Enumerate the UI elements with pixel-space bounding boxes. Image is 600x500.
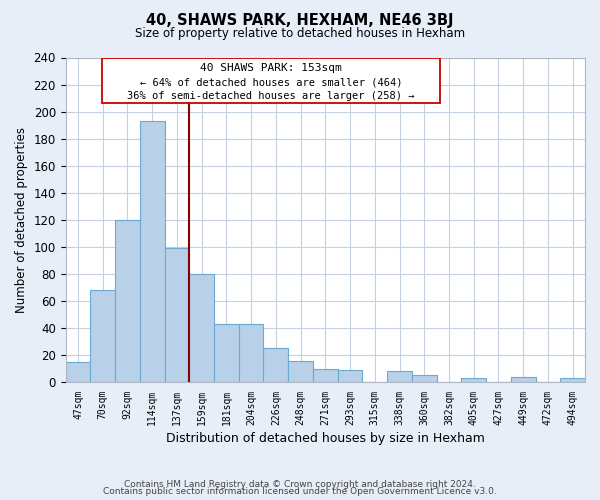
Bar (190, 274, 214, 382)
Text: Contains public sector information licensed under the Open Government Licence v3: Contains public sector information licen… (103, 488, 497, 496)
Bar (412, 376, 437, 382)
Bar (387, 372, 412, 382)
Bar (313, 368, 338, 382)
Bar (511, 377, 536, 382)
Bar (164, 248, 190, 382)
Bar (91, 290, 115, 382)
Bar (560, 378, 585, 382)
Text: 40, SHAWS PARK, HEXHAM, NE46 3BJ: 40, SHAWS PARK, HEXHAM, NE46 3BJ (146, 12, 454, 28)
Bar (288, 360, 313, 382)
Bar (140, 121, 164, 382)
Text: 40 SHAWS PARK: 153sqm: 40 SHAWS PARK: 153sqm (200, 63, 341, 73)
Bar (263, 348, 288, 382)
X-axis label: Distribution of detached houses by size in Hexham: Distribution of detached houses by size … (166, 432, 485, 445)
Text: Contains HM Land Registry data © Crown copyright and database right 2024.: Contains HM Land Registry data © Crown c… (124, 480, 476, 489)
Bar (115, 220, 140, 382)
Bar (461, 378, 486, 382)
Bar (65, 362, 91, 382)
Text: ← 64% of detached houses are smaller (464): ← 64% of detached houses are smaller (46… (140, 78, 402, 88)
Bar (239, 324, 263, 382)
Text: 36% of semi-detached houses are larger (258) →: 36% of semi-detached houses are larger (… (127, 92, 415, 102)
Y-axis label: Number of detached properties: Number of detached properties (15, 127, 28, 313)
Text: Size of property relative to detached houses in Hexham: Size of property relative to detached ho… (135, 28, 465, 40)
Bar (214, 324, 239, 382)
FancyBboxPatch shape (102, 58, 440, 104)
Bar (338, 370, 362, 382)
